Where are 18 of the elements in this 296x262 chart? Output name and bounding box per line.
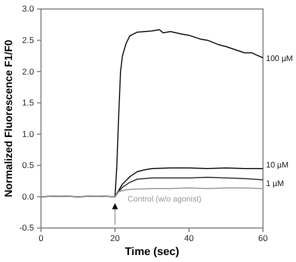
y-tick-label: 0.0 — [22, 191, 34, 202]
y-tick-label: 2.0 — [22, 66, 34, 76]
y-axis-title: Normalized Fluorescence F1/F0 — [3, 40, 15, 198]
y-tick-label: 1.0 — [22, 128, 34, 139]
x-tick-label: 40 — [184, 233, 194, 244]
y-tick-label: -0.5 — [19, 222, 34, 233]
y-tick-label: 1.5 — [22, 98, 34, 108]
y-tick-label: 2.5 — [22, 35, 34, 46]
y-tick-label: 0.5 — [22, 160, 34, 170]
series-label: 1 µM — [266, 178, 284, 188]
series-label: 100 µM — [266, 54, 294, 63]
series-label: Control (w/o agonist) — [128, 194, 202, 204]
x-tick-label: 60 — [258, 233, 268, 244]
x-axis-title: Time (sec) — [124, 246, 180, 258]
y-tick-label: 3.0 — [22, 4, 34, 14]
x-tick-label: 20 — [110, 233, 120, 244]
series-label: 10 µM — [266, 160, 289, 170]
x-tick-label: 0 — [38, 233, 44, 244]
